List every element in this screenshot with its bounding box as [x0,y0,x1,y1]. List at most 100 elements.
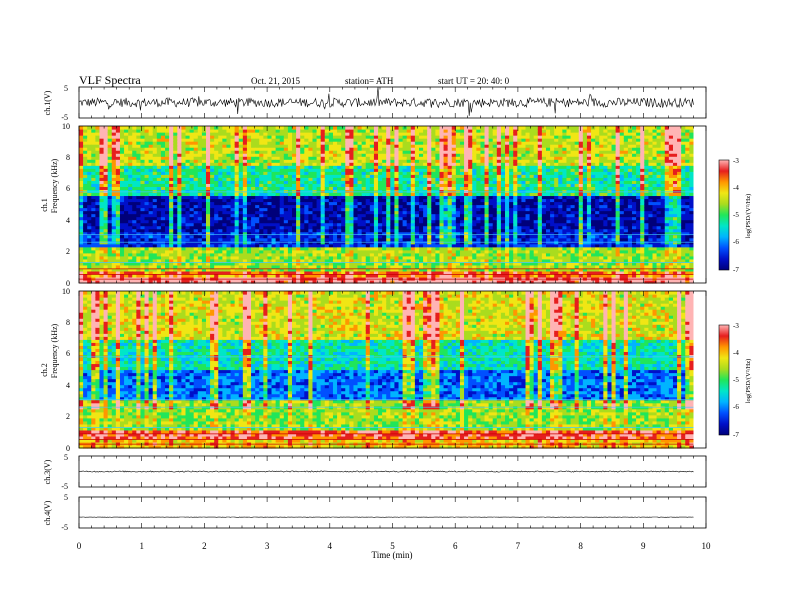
spectrogram-cell [230,252,236,257]
spectrogram-cell [169,126,174,130]
spectrogram-cell [394,171,400,175]
spectrogram-cell [373,126,379,130]
spectrogram-cell [328,261,334,266]
spectrogram-cell [328,162,334,166]
spectrogram-cell [378,204,383,209]
spectrogram-cell [115,231,121,236]
spectrogram-cell [201,138,207,142]
spectrogram-cell [398,216,404,221]
spectrogram-cell [160,144,166,148]
spectrogram-cell [251,246,256,251]
spectrogram-cell [193,246,199,251]
spectrogram-cell [304,183,309,187]
spectrogram-cell [267,225,273,230]
spectrogram-cell [226,132,232,136]
spectrogram-cell [332,141,338,145]
spectrogram-cell [410,201,416,206]
spectrogram-cell [226,279,232,284]
spectrogram-cell [455,270,461,275]
spectrogram-cell [419,231,424,236]
spectrogram-cell [193,135,199,139]
spectrogram-cell [468,261,473,266]
spectrogram-cell [87,267,92,272]
spectrogram-cell [439,270,445,275]
spectrogram-cell [271,174,277,178]
spectrogram-cell [365,129,371,133]
spectrogram-cell [242,222,248,227]
spectrogram-cell [386,141,391,145]
spectrogram-cell [373,261,379,266]
spectrogram-cell [226,171,232,175]
spectrogram-cell [357,258,363,263]
spectrogram-cell [83,159,88,163]
spectrogram-cell [398,129,404,133]
spectrogram-cell [328,228,334,233]
spectrogram-cell [255,159,260,163]
spectrogram-cell [447,138,453,142]
spectrogram-cell [357,183,363,187]
spectrogram-cell [99,159,105,163]
spectrogram-cell [365,237,371,242]
spectrogram-cell [103,270,109,275]
spectrogram-cell [83,225,88,230]
spectrogram-cell [324,264,330,269]
spectrogram-cell [103,243,109,248]
spectrogram-cell [398,207,404,212]
spectrogram-cell [238,192,244,197]
spectrogram-cell [205,204,211,209]
spectrogram-cell [431,231,436,236]
spectrogram-cell [279,162,285,166]
spectrogram-cell [185,207,191,212]
spectrogram-cell [238,237,244,242]
spectrogram-cell [271,159,277,163]
spectrogram-cell [79,216,84,221]
spectrogram-cell [402,207,408,212]
spectrogram-cell [337,204,342,209]
spectrogram-cell [353,171,359,175]
spectrogram-cell [99,180,105,184]
spectrogram-cell [103,129,109,133]
spectrogram-cell [136,216,142,221]
spectrogram-cell [238,189,244,194]
spectrogram-cell [234,213,240,218]
spectrogram-cell [165,138,170,142]
spectrogram-cell [394,210,400,215]
spectrogram-cell [132,255,137,260]
spectrogram-cell [218,168,223,172]
spectrogram-cell [238,162,244,166]
spectrogram-cell [316,168,322,172]
spectrogram-cell [115,192,121,197]
spectrogram-cell [443,267,449,272]
spectrogram-cell [189,183,195,187]
spectrogram-cell [242,210,248,215]
spectrogram-cell [214,189,219,194]
spectrogram-cell [468,144,473,148]
spectrogram-cell [312,201,318,206]
spectrogram-cell [312,270,318,275]
spectrogram-cell [91,267,96,272]
spectrogram-cell [447,198,453,203]
spectrogram-cell [332,201,338,206]
spectrogram-cell [337,267,342,272]
spectrogram-cell [369,159,375,163]
spectrogram-cell [312,216,318,221]
spectrogram-cell [156,267,162,272]
spectrogram-cell [242,273,248,278]
spectrogram-cell [414,225,420,230]
spectrogram-cell [165,192,170,197]
spectrogram-cell [287,147,293,151]
spectrogram-cell [337,249,342,254]
spectrogram-cell [357,132,363,136]
spectrogram-cell [275,165,281,169]
spectrogram-cell [189,132,195,136]
spectrogram-cell [365,231,371,236]
spectrogram-cell [304,210,309,215]
spectrogram-cell [230,237,236,242]
spectrogram-cell [132,144,137,148]
spectrogram-cell [83,195,88,200]
spectrogram-cell [189,147,195,151]
spectrogram-cell [193,150,199,154]
spectrogram-cell [128,201,133,206]
spectrogram-cell [275,228,281,233]
spectrogram-cell [369,126,375,130]
